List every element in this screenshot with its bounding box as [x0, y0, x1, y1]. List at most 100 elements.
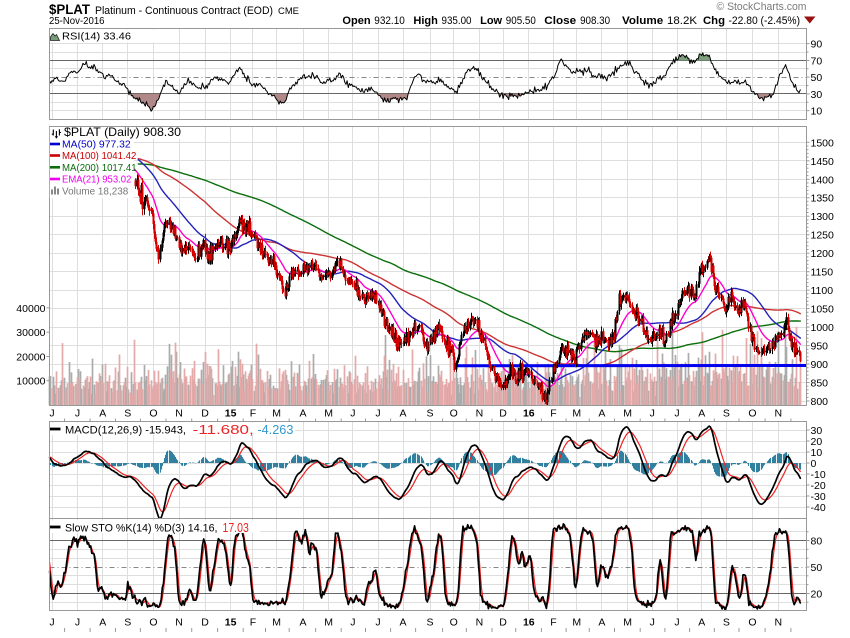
- svg-text:1500: 1500: [811, 137, 835, 149]
- svg-text:N: N: [476, 408, 484, 420]
- svg-text:800: 800: [811, 396, 829, 408]
- svg-text:J: J: [674, 617, 679, 629]
- svg-text:J: J: [75, 617, 80, 629]
- svg-text:1000: 1000: [811, 322, 835, 334]
- svg-text:M: M: [623, 617, 632, 629]
- svg-text:$PLAT (Daily) 908.30: $PLAT (Daily) 908.30: [64, 125, 181, 139]
- svg-text:16: 16: [523, 617, 535, 629]
- svg-text:F: F: [250, 617, 256, 629]
- svg-text:1300: 1300: [811, 211, 835, 223]
- svg-text:25-Nov-2016: 25-Nov-2016: [49, 16, 105, 27]
- svg-text:950: 950: [811, 341, 829, 353]
- svg-text:70: 70: [811, 55, 823, 67]
- svg-text:A: A: [299, 408, 306, 420]
- svg-text:Chg: Chg: [703, 15, 725, 27]
- svg-text:F: F: [550, 408, 556, 420]
- svg-text:J: J: [350, 408, 355, 420]
- svg-text:A: A: [399, 408, 406, 420]
- svg-text:M: M: [272, 408, 281, 420]
- svg-text:30: 30: [811, 89, 823, 101]
- svg-text:15: 15: [225, 408, 237, 420]
- svg-text:M: M: [572, 617, 581, 629]
- svg-text:N: N: [175, 408, 183, 420]
- svg-text:M: M: [572, 408, 581, 420]
- svg-text:A: A: [99, 617, 106, 629]
- svg-text:Platinum - Continuous Contract: Platinum - Continuous Contract (EOD): [95, 5, 273, 17]
- svg-text:MA(200) 1017.41: MA(200) 1017.41: [62, 163, 137, 174]
- svg-text:F: F: [550, 617, 556, 629]
- svg-text:10: 10: [811, 106, 823, 118]
- svg-text:J: J: [375, 408, 380, 420]
- svg-text:30000: 30000: [16, 327, 45, 339]
- svg-text:EMA(21) 953.02: EMA(21) 953.02: [62, 175, 132, 186]
- svg-text:1100: 1100: [811, 285, 834, 297]
- svg-text:908.30: 908.30: [580, 15, 610, 27]
- svg-text:© StockCharts.com: © StockCharts.com: [717, 1, 807, 13]
- svg-text:O: O: [748, 617, 756, 629]
- svg-text:15: 15: [225, 617, 237, 629]
- svg-text:N: N: [175, 617, 183, 629]
- svg-text:Volume 18,238: Volume 18,238: [62, 186, 129, 197]
- svg-text:S: S: [124, 617, 131, 629]
- svg-text:D: D: [201, 617, 209, 629]
- svg-text:905.50: 905.50: [506, 15, 536, 27]
- svg-text:O: O: [149, 617, 157, 629]
- svg-text:J: J: [75, 408, 80, 420]
- svg-text:D: D: [499, 617, 507, 629]
- svg-text:M: M: [272, 617, 281, 629]
- svg-text:J: J: [350, 617, 355, 629]
- svg-text:50: 50: [811, 562, 823, 574]
- svg-text:50: 50: [811, 72, 823, 84]
- svg-text:18.2K: 18.2K: [667, 15, 698, 27]
- svg-text:S: S: [723, 617, 730, 629]
- svg-text:D: D: [499, 408, 507, 420]
- svg-text:A: A: [598, 408, 605, 420]
- svg-text:40000: 40000: [16, 303, 45, 315]
- svg-text:A: A: [698, 617, 705, 629]
- svg-text:A: A: [399, 617, 406, 629]
- svg-text:S: S: [124, 408, 131, 420]
- svg-text:1450: 1450: [811, 156, 835, 168]
- svg-text:J: J: [650, 617, 655, 629]
- svg-text:N: N: [775, 408, 783, 420]
- svg-text:M: M: [324, 408, 333, 420]
- svg-text:1350: 1350: [811, 193, 835, 205]
- svg-text:-4.263: -4.263: [257, 422, 293, 437]
- svg-text:J: J: [674, 408, 679, 420]
- svg-text:J: J: [650, 408, 655, 420]
- svg-text:$PLAT: $PLAT: [49, 2, 91, 17]
- svg-text:S: S: [723, 408, 730, 420]
- svg-text:20000: 20000: [16, 352, 45, 364]
- svg-text:Open: Open: [342, 15, 370, 27]
- svg-text:M: M: [623, 408, 632, 420]
- svg-text:J: J: [49, 617, 54, 629]
- svg-text:O: O: [450, 617, 458, 629]
- svg-text:A: A: [299, 617, 306, 629]
- svg-text:1250: 1250: [811, 230, 835, 242]
- svg-text:S: S: [426, 617, 433, 629]
- svg-text:16: 16: [523, 408, 535, 420]
- svg-text:J: J: [49, 408, 54, 420]
- svg-text:N: N: [775, 617, 783, 629]
- svg-text:-11.680,: -11.680,: [193, 422, 254, 437]
- svg-text:10000: 10000: [16, 376, 45, 388]
- svg-text:J: J: [375, 617, 380, 629]
- svg-text:850: 850: [811, 378, 829, 390]
- svg-text:935.00: 935.00: [442, 15, 472, 27]
- svg-text:Slow STO %K(14) %D(3) 14.16,: Slow STO %K(14) %D(3) 14.16,: [65, 522, 218, 534]
- svg-text:D: D: [201, 408, 209, 420]
- svg-text:F: F: [250, 408, 256, 420]
- svg-text:Volume: Volume: [622, 15, 663, 27]
- svg-text:A: A: [99, 408, 106, 420]
- svg-text:90: 90: [811, 39, 823, 51]
- svg-text:80: 80: [811, 536, 823, 548]
- svg-text:MA(100) 1041.42: MA(100) 1041.42: [62, 151, 137, 162]
- svg-text:RSI(14) 33.46: RSI(14) 33.46: [62, 32, 131, 43]
- svg-text:A: A: [698, 408, 705, 420]
- svg-text:900: 900: [811, 359, 829, 371]
- svg-text:O: O: [748, 408, 756, 420]
- svg-text:Close: Close: [544, 15, 576, 27]
- svg-text:1150: 1150: [811, 267, 834, 279]
- svg-text:-40: -40: [811, 502, 826, 514]
- svg-text:932.10: 932.10: [374, 15, 405, 27]
